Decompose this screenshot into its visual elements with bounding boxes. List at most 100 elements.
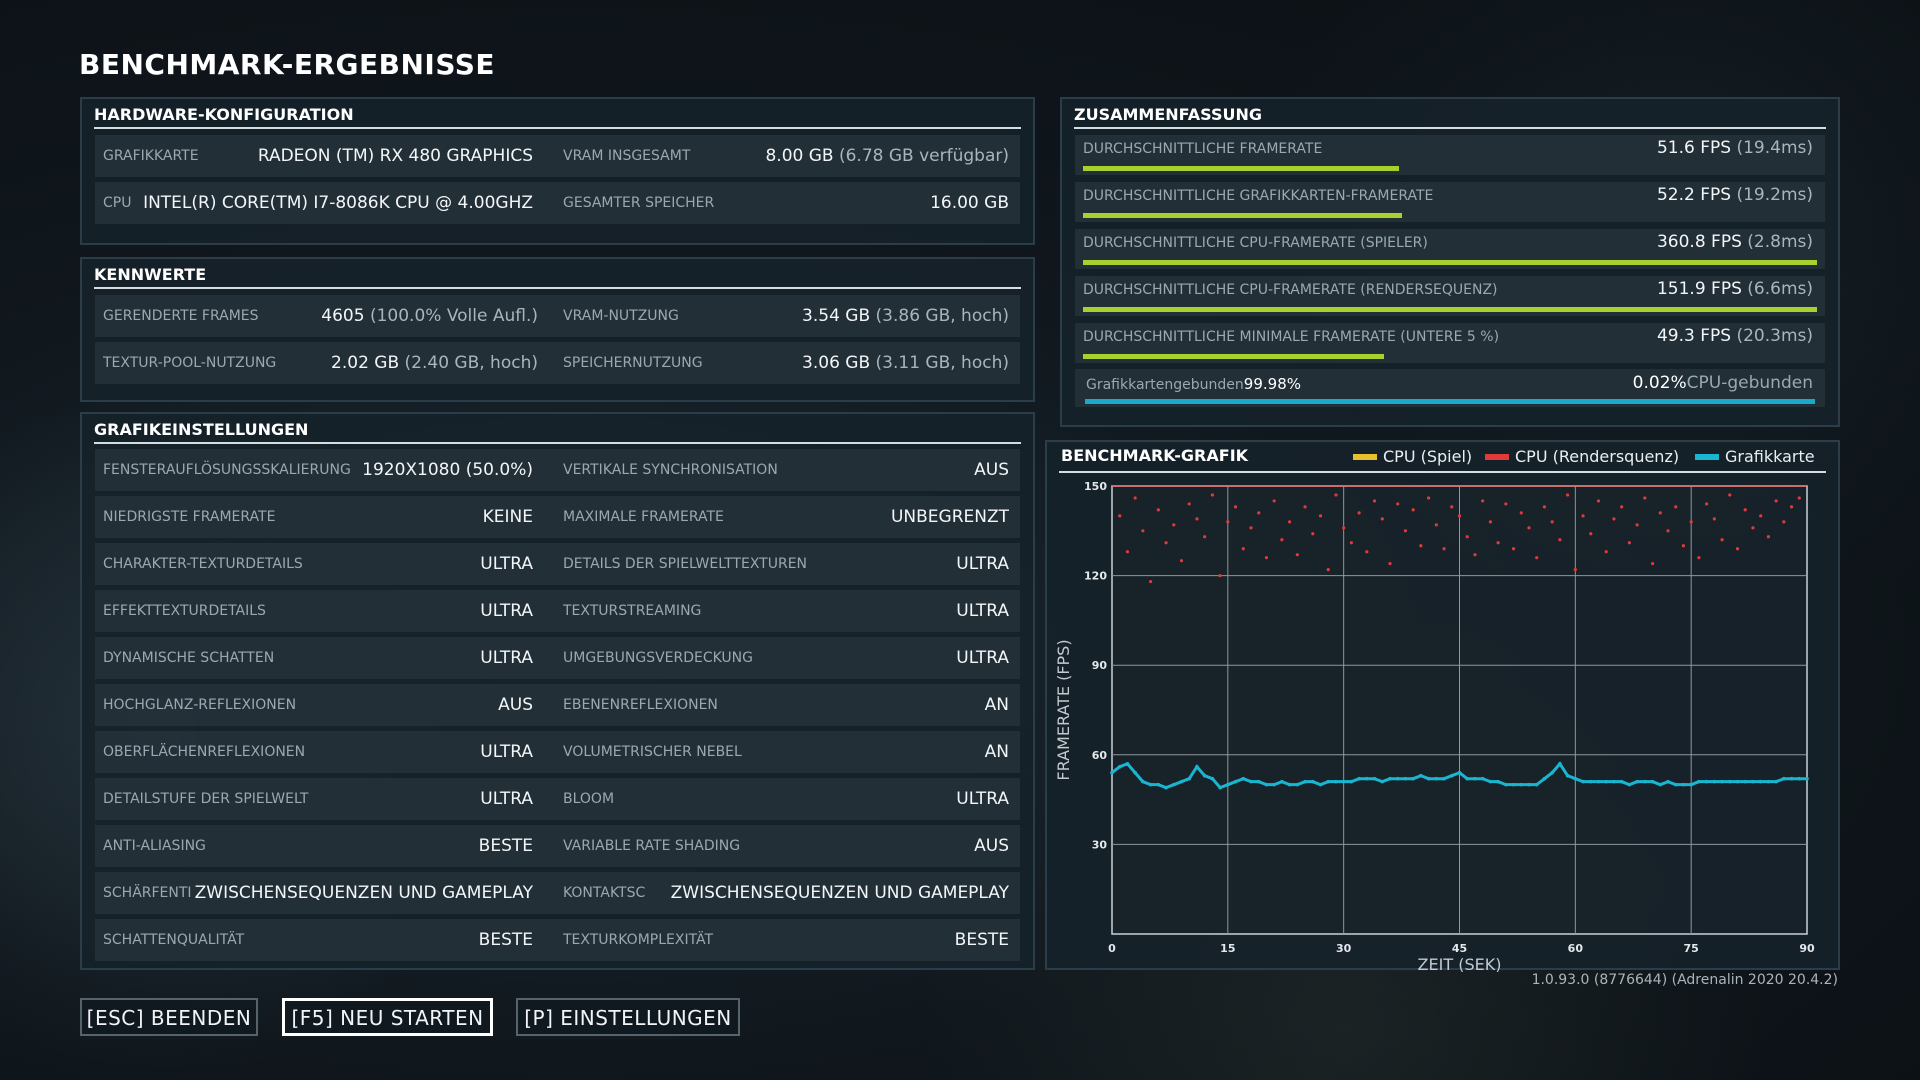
gpu-framerate-point (1287, 782, 1292, 787)
gpu-framerate-point (1357, 776, 1361, 781)
value-main: RADEON (TM) RX 480 GRAPHICS (257, 146, 533, 166)
gpu-framerate-point (1727, 779, 1732, 784)
legend-swatch-yellow (1353, 453, 1377, 460)
setting-value: ULTRA (245, 731, 533, 773)
setting-value: KEINE (245, 496, 533, 538)
gpu-framerate-point (1442, 776, 1446, 781)
x-tick-label: 60 (1568, 942, 1584, 955)
gpu-framerate-point (1241, 776, 1246, 781)
setting-value: INTEL(R) CORE(TM) I7-8086K CPU @ 4.00GHZ (135, 182, 533, 224)
gpu-framerate-point (1789, 776, 1794, 781)
settings-button[interactable]: [P] EINSTELLUNGEN (516, 998, 740, 1036)
benchmark-chart: 0 15 30 45 60 75 90 30 60 90 120 150 ZEIT (SEK) FRAME… (1054, 480, 1815, 972)
quit-button[interactable]: [ESC] BEENDEN (80, 998, 258, 1036)
cpu-render-point (1612, 517, 1616, 521)
cpu-render-point (1481, 499, 1485, 503)
value-main: 3.06 GB (802, 353, 871, 373)
gpu-framerate-point (1380, 779, 1385, 784)
cpu-render-point (1658, 511, 1662, 515)
setting-value: ULTRA (679, 590, 1009, 632)
legend-label: Grafikkarte (1725, 447, 1815, 466)
cpu-render-point (1396, 502, 1400, 506)
gpu-framerate-point (1558, 761, 1562, 766)
setting-value: 1920X1080 (50.0%) (245, 449, 533, 491)
value-main: BESTE (478, 930, 533, 950)
framerate-bar (1083, 354, 1384, 359)
cpu-render-point (1372, 499, 1377, 503)
gpu-framerate-point (1627, 782, 1632, 787)
cpu-bound-value: 0.02% (1632, 373, 1687, 393)
cpu-render-point (1712, 517, 1716, 521)
value-main: ULTRA (480, 742, 533, 762)
cpu-render-point (1118, 514, 1122, 518)
gpu-framerate-point (1233, 779, 1238, 784)
legend-gpu: Grafikkarte (1695, 447, 1815, 466)
legend-swatch-cyan (1695, 453, 1719, 460)
cpu-render-point (1141, 529, 1145, 533)
gpu-framerate-point (1612, 779, 1616, 784)
setting-label: SPEICHERNUTZUNG (563, 355, 703, 371)
cpu-render-point (1226, 520, 1230, 524)
gpu-framerate-point (1256, 779, 1261, 784)
setting-value: 16.00 GB (559, 182, 1009, 224)
gpu-framerate-point (1310, 779, 1315, 784)
cpu-render-point (1766, 535, 1770, 539)
setting-row: NIEDRIGSTE FRAMERATE KEINE MAXIMALE FRAMER… (95, 496, 1020, 538)
setting-label: MAXIMALE FRAMERATE (563, 509, 724, 525)
setting-value: BESTE (679, 919, 1009, 961)
cpu-render-point (1620, 505, 1624, 509)
setting-value: ULTRA (679, 543, 1009, 585)
setting-label: CHARAKTER-TEXTURDETAILS (103, 556, 303, 572)
gpu-framerate-point (1596, 779, 1601, 784)
gpu-framerate-point (1704, 779, 1709, 784)
setting-label: SCHATTENQUALITÄT (103, 932, 245, 948)
gpu-framerate-point (1148, 782, 1153, 787)
legend-cpu-render: CPU (Rendersquenz) (1485, 447, 1679, 466)
value-main: ULTRA (956, 601, 1009, 621)
value-detail: (19.4ms) (1731, 138, 1813, 158)
gpu-framerate-point (1743, 779, 1748, 784)
cpu-render-point (1782, 520, 1786, 524)
cpu-render-point (1288, 520, 1292, 524)
summary-value: 360.8 FPS (2.8ms) (1657, 232, 1813, 252)
framerate-bar (1083, 260, 1817, 265)
setting-row: CHARAKTER-TEXTURDETAILS ULTRA DETAILS DER … (95, 543, 1020, 585)
cpu-render-point (1573, 568, 1577, 572)
value-detail: (2.40 GB, hoch) (399, 353, 538, 373)
value-main: 52.2 FPS (1656, 185, 1732, 205)
setting-value: ULTRA (679, 637, 1009, 679)
cpu-render-point (1635, 523, 1639, 527)
gpu-framerate-point (1426, 776, 1431, 781)
setting-row: GRAFIKKARTE RADEON (TM) RX 480 GRAPHICS VR… (95, 135, 1020, 177)
y-axis-label: FRAMERATE (FPS) (1054, 639, 1073, 780)
summary-panel: ZUSAMMENFASSUNG DURCHSCHNITTLICHE FRAMER… (1060, 97, 1840, 427)
cpu-render-point (1735, 547, 1740, 551)
value-main: AUS (498, 695, 533, 715)
cpu-render-point (1596, 499, 1601, 503)
x-tick-label: 75 (1684, 942, 1699, 955)
gpu-framerate-point (1449, 773, 1454, 778)
page-title: BENCHMARK-ERGEBNISSE (79, 48, 496, 81)
gpu-framerate-point (1673, 782, 1678, 787)
restart-button[interactable]: [F5] NEU STARTEN (282, 998, 493, 1036)
gpu-framerate-point (1179, 779, 1184, 784)
cpu-render-point (1627, 541, 1631, 545)
cpu-render-point (1388, 562, 1392, 566)
summary-row: DURCHSCHNITTLICHE CPU-FRAMERATE (SPIELER… (1075, 229, 1825, 269)
setting-value: 2.02 GB (2.40 GB, hoch) (295, 342, 538, 384)
cpu-render-point (1156, 508, 1160, 512)
setting-label: DYNAMISCHE SCHATTEN (103, 650, 275, 666)
gpu-framerate-point (1195, 764, 1199, 769)
chart-title: BENCHMARK-GRAFIK (1061, 446, 1249, 465)
summary-row: DURCHSCHNITTLICHE FRAMERATE 51.6 FPS (19.… (1075, 135, 1825, 175)
gpu-framerate-point (1774, 779, 1778, 784)
setting-label: VRAM INSGESAMT (563, 148, 691, 164)
cpu-render-point (1496, 541, 1500, 545)
cpu-render-point (1504, 502, 1508, 506)
gpu-framerate-point (1473, 776, 1477, 781)
gpu-framerate-point (1419, 773, 1423, 778)
value-detail: (19.2ms) (1731, 185, 1813, 205)
cpu-render-point (1450, 505, 1454, 509)
cpu-render-point (1411, 508, 1415, 512)
setting-value: 3.06 GB (3.11 GB, hoch) (559, 342, 1009, 384)
